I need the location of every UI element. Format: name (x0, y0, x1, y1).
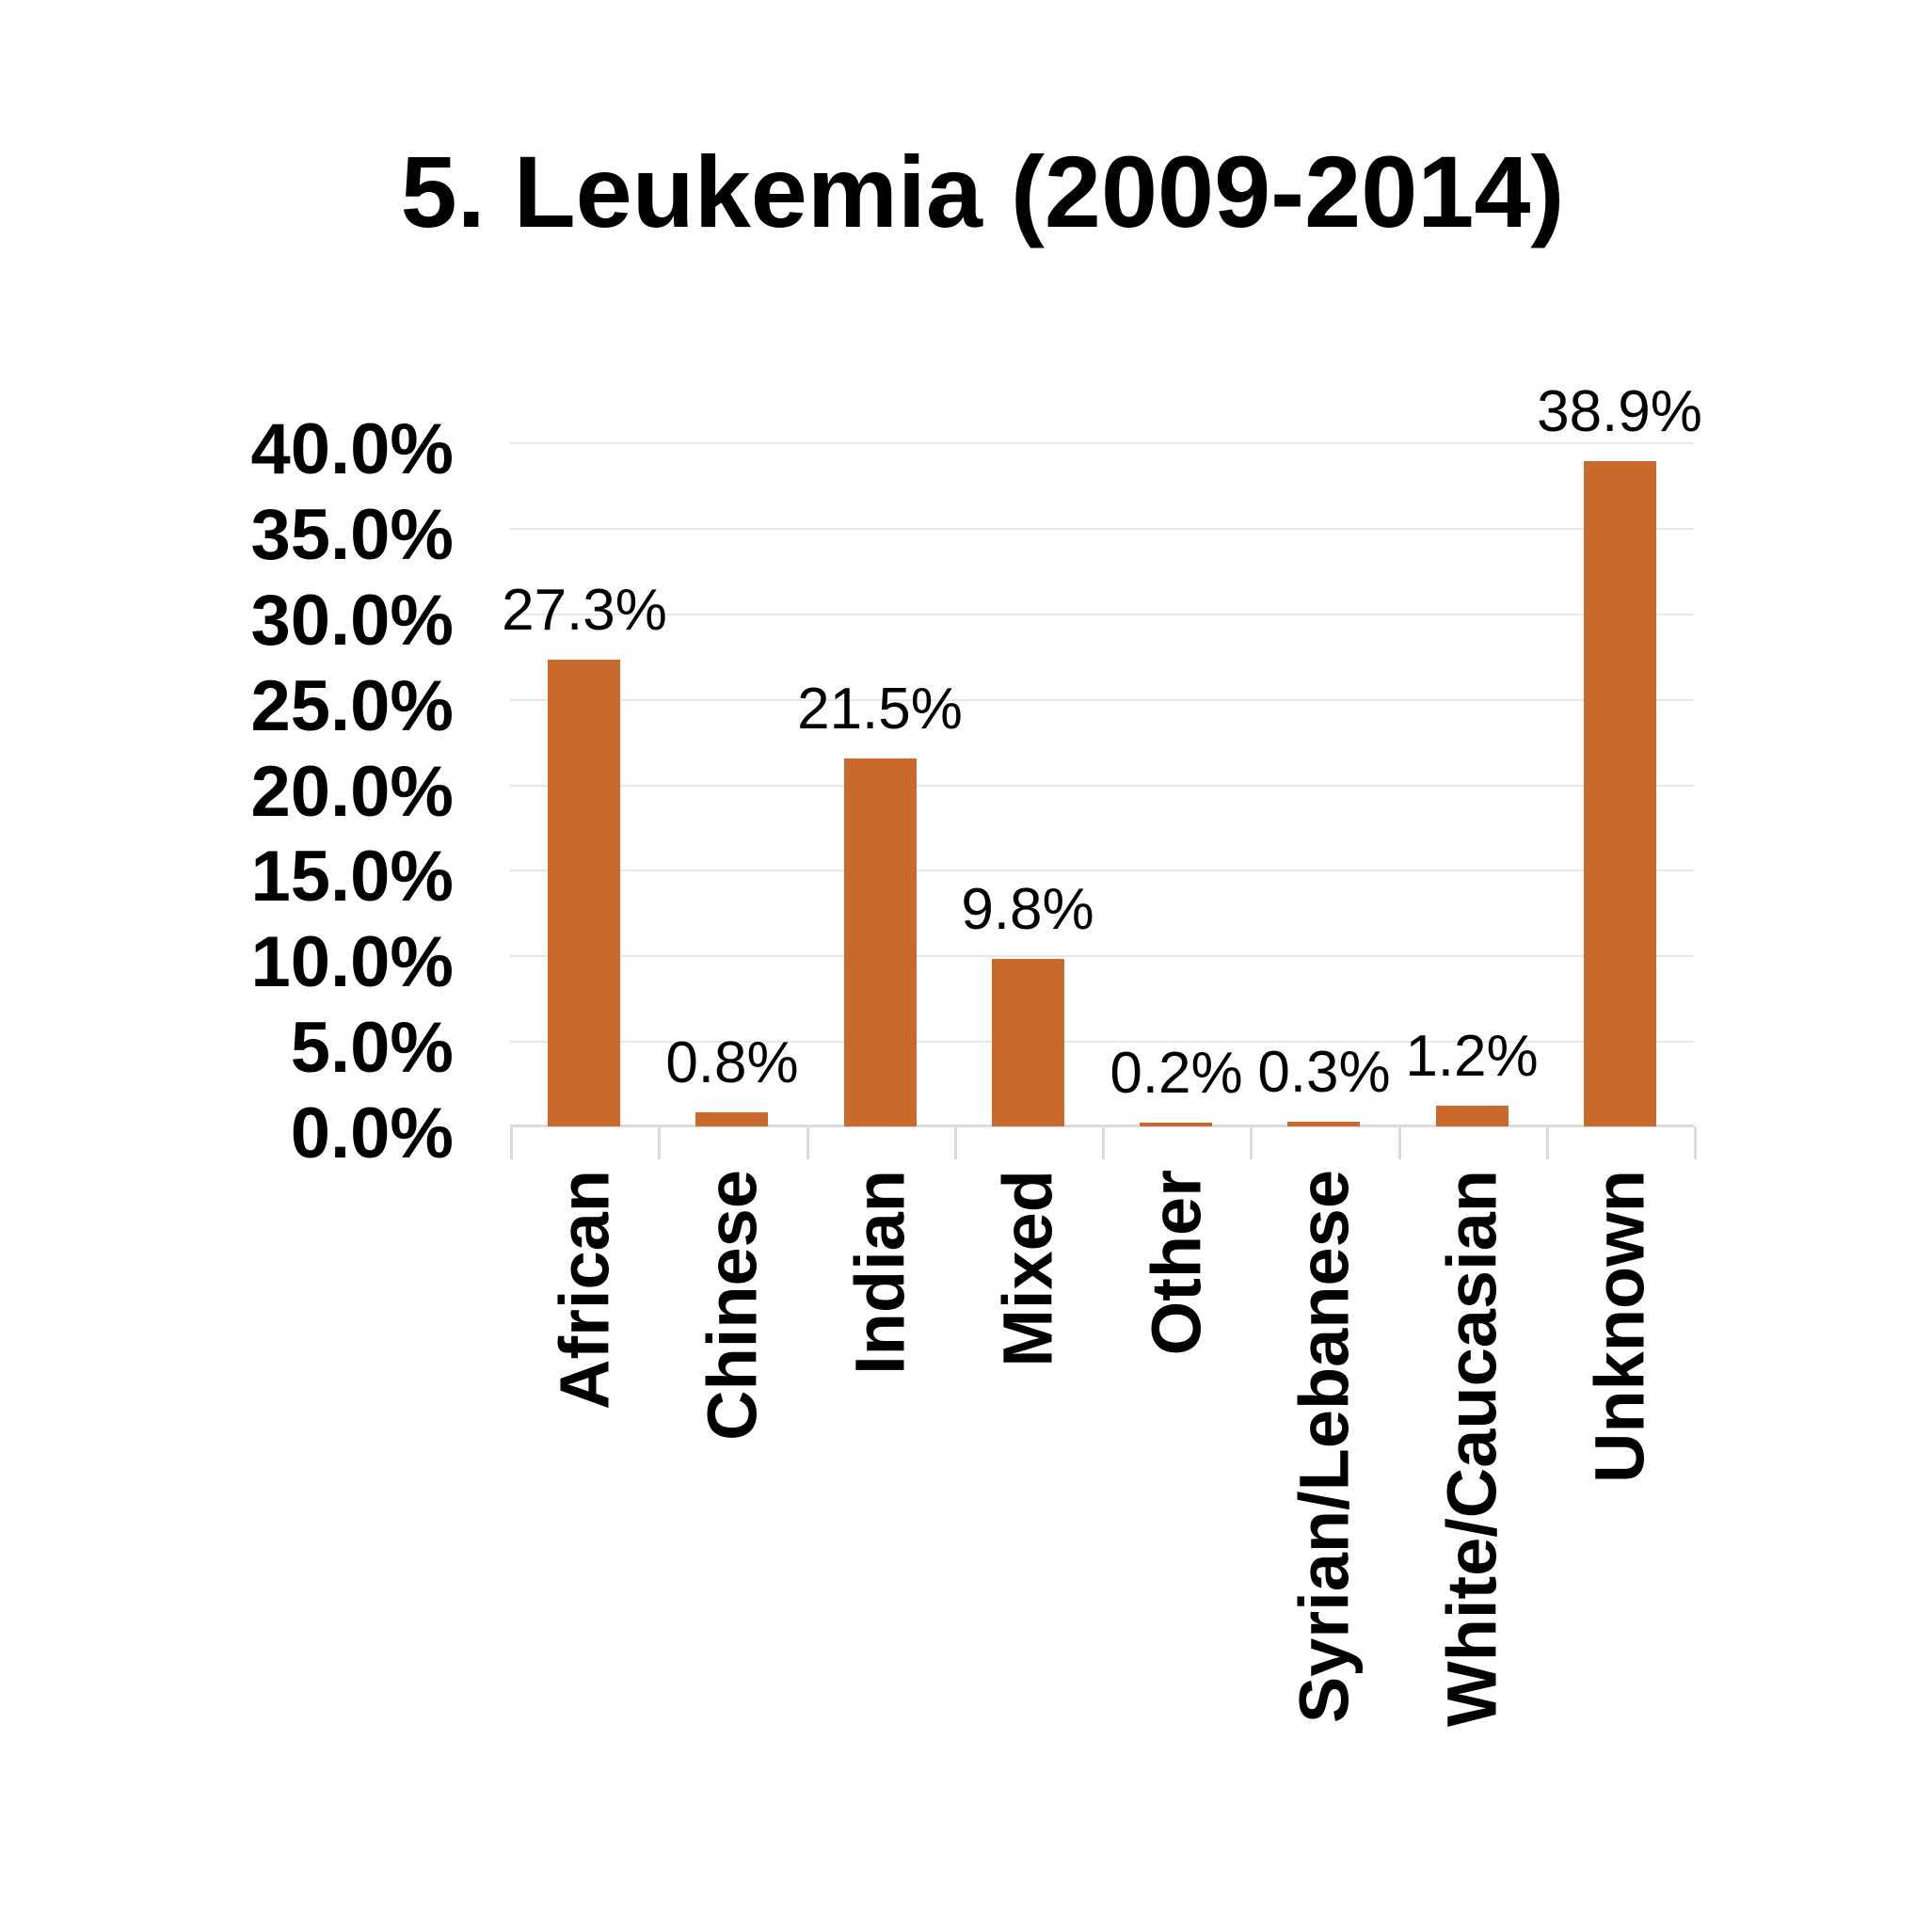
gridline (510, 442, 1694, 444)
gridline (510, 955, 1694, 957)
y-axis-tick-label: 20.0% (250, 752, 455, 832)
bar (844, 758, 917, 1126)
bar (992, 959, 1064, 1126)
x-axis-tick (1546, 1126, 1549, 1159)
x-axis-tick (954, 1126, 957, 1159)
x-axis-line (510, 1125, 1694, 1127)
bar-value-label: 38.9% (1537, 379, 1702, 444)
x-axis-category-label: Chinese (693, 1170, 772, 1441)
x-axis-tick (1398, 1126, 1401, 1159)
x-axis-tick (1102, 1126, 1105, 1159)
x-axis-tick (658, 1126, 661, 1159)
x-axis-category-label: Unknown (1580, 1170, 1659, 1483)
x-axis-category-label: Other (1137, 1170, 1216, 1356)
chart-title: 5. Leukemia (2009-2014) (400, 135, 1565, 248)
gridline (510, 614, 1694, 615)
bar-value-label: 0.2% (1110, 1041, 1243, 1106)
bar-value-label: 27.3% (502, 578, 667, 643)
bar (1140, 1123, 1212, 1126)
x-axis-category-label: Mixed (988, 1170, 1067, 1367)
x-axis-tick (1694, 1126, 1697, 1159)
bar (1436, 1106, 1509, 1126)
y-axis-tick-label: 35.0% (250, 495, 455, 575)
bar-value-label: 0.3% (1257, 1040, 1391, 1105)
x-axis-category-label: African (545, 1170, 624, 1410)
gridline (510, 699, 1694, 701)
bar (1584, 461, 1656, 1126)
x-axis-category-label: Indian (840, 1170, 919, 1375)
y-axis-tick-label: 30.0% (250, 581, 455, 661)
bar (695, 1112, 768, 1126)
y-axis-tick-label: 0.0% (290, 1093, 454, 1173)
bar-value-label: 0.8% (665, 1030, 799, 1095)
gridline (510, 1041, 1694, 1043)
x-axis-tick (510, 1126, 513, 1159)
y-axis-tick-label: 15.0% (250, 837, 455, 917)
x-axis-tick (806, 1126, 809, 1159)
bar-value-label: 1.2% (1405, 1024, 1539, 1089)
y-axis-tick-label: 40.0% (250, 409, 455, 489)
bar-value-label: 21.5% (797, 677, 963, 742)
gridline (510, 785, 1694, 787)
gridline (510, 870, 1694, 871)
bar (548, 660, 620, 1126)
y-axis-tick-label: 5.0% (290, 1008, 454, 1088)
bar-value-label: 9.8% (961, 877, 1094, 942)
y-axis-tick-label: 10.0% (250, 922, 455, 1002)
bar (1287, 1122, 1360, 1126)
x-axis-tick (1250, 1126, 1253, 1159)
x-axis-category-label: White/Caucasian (1432, 1170, 1511, 1728)
y-axis-tick-label: 25.0% (250, 666, 455, 746)
x-axis-category-label: Syrian/Lebanese (1285, 1170, 1364, 1724)
gridline (510, 528, 1694, 530)
